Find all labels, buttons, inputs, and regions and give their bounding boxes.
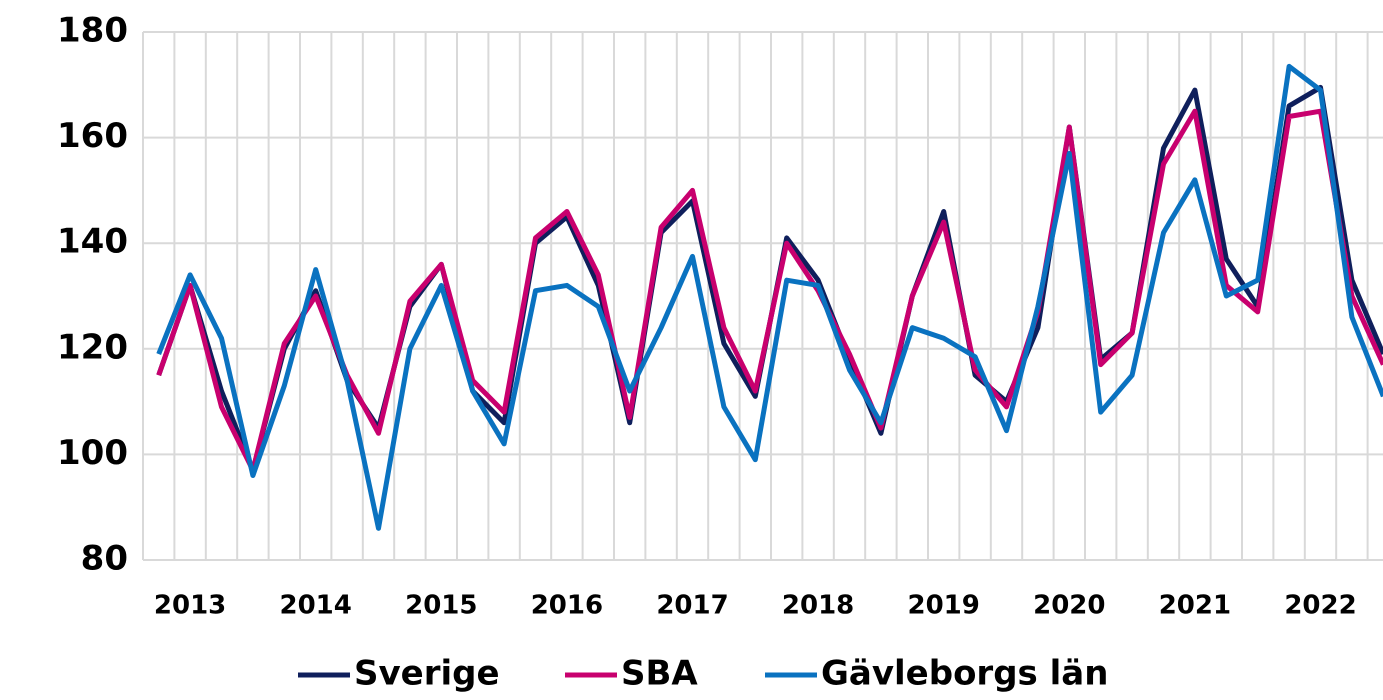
x-tick-label: 2015 (405, 591, 477, 621)
series-line (156, 63, 1383, 531)
y-tick-label: 160 (57, 116, 128, 156)
x-tick-label: 2016 (531, 591, 603, 621)
x-tick-label: 2013 (154, 591, 226, 621)
y-tick-label: 180 (57, 11, 128, 51)
legend-label: SBA (621, 654, 698, 694)
y-tick-label: 140 (57, 222, 128, 262)
series-line (156, 108, 1383, 473)
x-tick-label: 2019 (908, 591, 980, 621)
x-tick-label: 2014 (280, 591, 352, 621)
x-tick-label: 2020 (1033, 591, 1105, 621)
y-tick-label: 120 (57, 327, 128, 367)
y-tick-label: 100 (57, 433, 128, 473)
x-tick-label: 2021 (1159, 591, 1231, 621)
x-tick-label: 2022 (1284, 591, 1356, 621)
x-tick-label: 2017 (656, 591, 728, 621)
legend-label: Sverige (354, 654, 500, 694)
x-tick-label: 2018 (782, 591, 854, 621)
legend-label: Gävleborgs län (821, 654, 1108, 694)
y-tick-label: 80 (81, 539, 128, 579)
